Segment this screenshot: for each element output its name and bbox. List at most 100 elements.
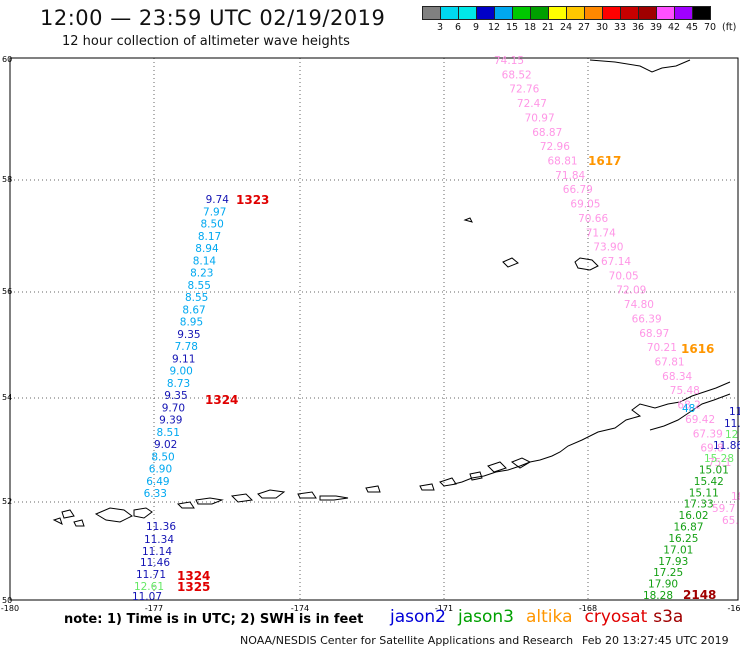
scale-label: 39	[649, 22, 663, 33]
wave-height-label: 9.70	[162, 402, 185, 414]
page-subtitle: 12 hour collection of altimeter wave hei…	[62, 34, 350, 49]
longitude-tick-labels: -180 -177 -174 -171 -168 -16	[1, 604, 740, 613]
wave-height-label: 67.81	[655, 357, 685, 369]
scale-label: 27	[577, 22, 591, 33]
wave-height-label: 9.35	[177, 329, 200, 341]
lon-tick-label: -177	[145, 604, 163, 613]
wave-height-label: 11.71	[136, 569, 166, 581]
wave-height-label: 11.07	[132, 591, 162, 603]
wave-height-label: 71.84	[555, 170, 585, 182]
wave-height-label: 70.97	[525, 112, 555, 124]
scale-label: 6	[454, 22, 462, 33]
wave-height-label: 8.23	[190, 268, 213, 280]
wave-height-label: 6.33	[144, 488, 167, 500]
wave-height-label: 8.50	[200, 219, 223, 231]
wave-height-label: 6.49	[146, 476, 169, 488]
map-frame	[9, 57, 739, 601]
wave-height-label: 11.46	[140, 557, 170, 569]
wave-height-label: 8.17	[198, 231, 221, 243]
wave-height-label: 70.05	[609, 270, 639, 282]
scale-label: 33	[613, 22, 627, 33]
legend-altika: altika	[526, 607, 573, 627]
track-time-label: 1323	[236, 193, 269, 207]
track-time-label: 1616	[681, 342, 714, 356]
timestamp-text: Feb 20 13:27:45 UTC 2019	[582, 634, 729, 647]
wave-height-label: 8.55	[185, 292, 208, 304]
wave-height-label: 7.97	[203, 206, 226, 218]
lon-tick-label: -174	[291, 604, 309, 613]
wave-height-label: 15.01	[699, 464, 729, 476]
wave-height-label: 72.96	[540, 141, 570, 153]
wave-height-label: 15.28	[704, 453, 734, 465]
wave-height-label: 73.90	[593, 242, 623, 254]
wave-height-label: 9.02	[154, 439, 177, 451]
wave-height-label: 16.87	[673, 522, 703, 534]
track-time-label: 2148	[683, 588, 716, 602]
scale-label: 15	[505, 22, 519, 33]
lon-tick-label: -16	[727, 604, 740, 613]
wave-height-label: 75.48	[670, 385, 700, 397]
wave-height-label: 8.51	[157, 427, 180, 439]
wave-height-label: 8.73	[167, 378, 190, 390]
legend-jason3: jason3	[458, 607, 514, 627]
lon-tick-label: -171	[435, 604, 453, 613]
lon-tick-label: -180	[1, 604, 19, 613]
credit-text: NOAA/NESDIS Center for Satellite Applica…	[240, 634, 574, 647]
wave-height-label: 9.39	[159, 415, 182, 427]
legend-s3a: s3a	[653, 607, 684, 627]
coastlines	[52, 59, 731, 527]
scale-label: 42	[667, 22, 681, 33]
wave-height-label: 68.81	[548, 156, 578, 168]
lat-tick-label: 58	[2, 175, 12, 184]
scale-label: 18	[523, 22, 537, 33]
lat-tick-label: 56	[2, 287, 12, 296]
wave-height-label: 59.7	[712, 503, 735, 515]
scale-unit: (ft)	[722, 22, 737, 33]
wave-height-label: 68.52	[502, 69, 532, 81]
wave-height-label: 69.05	[570, 199, 600, 211]
wave-height-label: 68.87	[532, 127, 562, 139]
scale-label: 45	[685, 22, 699, 33]
wave-height-label: 18.28	[643, 590, 673, 602]
wave-height-label: 17.33	[684, 499, 714, 511]
satellite-legend: jason2 jason3 altika cryosat s3a	[390, 607, 683, 627]
wave-height-label: 16.02	[679, 510, 709, 522]
wave-height-label: 17.93	[658, 556, 688, 568]
lon-tick-label: -168	[579, 604, 597, 613]
wave-height-label: 17.01	[663, 544, 693, 556]
legend-cryosat: cryosat	[584, 607, 648, 627]
wave-height-label: 69.42	[685, 414, 715, 426]
wave-height-label: 75.1	[708, 457, 731, 469]
lat-tick-label: 50	[2, 596, 12, 605]
scale-label: 24	[559, 22, 573, 33]
wave-height-label: 65.	[722, 515, 739, 527]
wave-height-label: 17.90	[648, 579, 678, 591]
wave-height-label: 68.2	[677, 400, 700, 412]
footer-credit-line: NOAA/NESDIS Center for Satellite Applica…	[240, 634, 740, 647]
wave-height-label: 68.97	[639, 328, 669, 340]
wave-height-label: 11.	[724, 418, 740, 430]
lat-tick-label: 54	[2, 393, 12, 402]
wave-height-label: 9.11	[172, 353, 195, 365]
track-time-label: 1617	[588, 154, 621, 168]
scale-label: 30	[595, 22, 609, 33]
wave-height-label: 67.14	[601, 256, 631, 268]
latitude-tick-labels: 60 58 56 54 52 50	[2, 55, 12, 605]
scale-swatch	[692, 6, 711, 20]
lat-tick-label: 60	[2, 55, 12, 64]
wave-height-label: 67.39	[693, 428, 723, 440]
scale-label: 36	[631, 22, 645, 33]
wave-height-label: 72.47	[517, 98, 547, 110]
wave-height-label: 7.78	[175, 341, 198, 353]
scale-label: 12	[487, 22, 501, 33]
wave-height-label: 15.11	[689, 487, 719, 499]
wave-height-label: 68.34	[662, 371, 692, 383]
wave-height-label: 8.55	[188, 280, 211, 292]
scale-label: 9	[472, 22, 480, 33]
wave-height-label: 12	[725, 429, 738, 441]
wave-height-label: 9.00	[169, 366, 192, 378]
wave-height-label: 6.90	[149, 464, 172, 476]
wave-height-label: 66.39	[632, 313, 662, 325]
wave-height-label: 12.61	[134, 581, 164, 593]
